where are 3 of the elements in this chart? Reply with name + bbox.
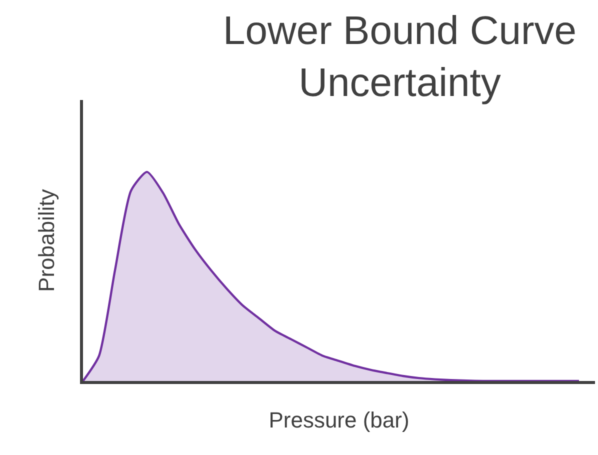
y-axis-title: Probability: [34, 189, 60, 292]
chart-title: Lower Bound Curve Uncertainty: [223, 9, 577, 105]
x-axis-title: Pressure (bar): [268, 408, 410, 433]
